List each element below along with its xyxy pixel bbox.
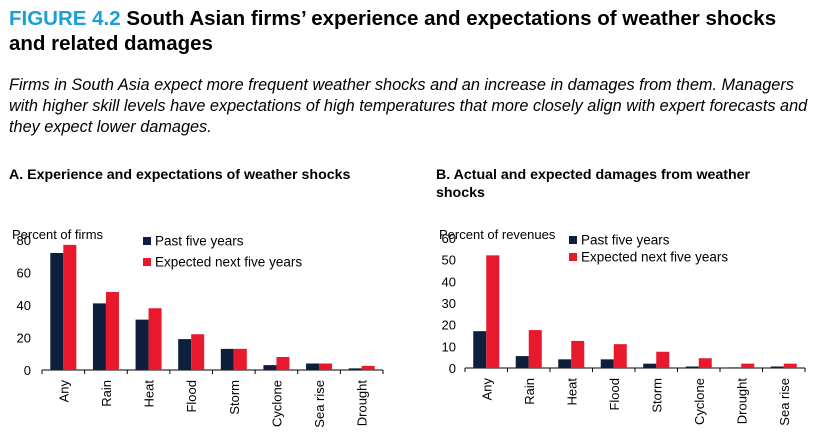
bar-past (178, 339, 192, 370)
x-tick-label: Rain (99, 380, 114, 407)
bar-expected (319, 363, 333, 370)
bar-past (558, 359, 572, 368)
y-axis-label: Percent of revenues (439, 227, 556, 242)
bar-expected (656, 351, 670, 368)
y-tick-label: 60 (442, 231, 456, 246)
x-tick-label: Drought (355, 380, 370, 427)
bar-past (685, 366, 699, 368)
figure-label: FIGURE 4.2 (9, 7, 121, 30)
legend-swatch-past (143, 237, 151, 245)
bar-expected (783, 363, 797, 368)
bar-past (306, 363, 320, 370)
bar-past (643, 363, 657, 368)
y-axis-label: Percent of firms (12, 227, 104, 242)
x-tick-label: Cyclone (269, 380, 284, 427)
y-tick-label: 0 (449, 361, 456, 376)
bar-expected (571, 340, 585, 368)
y-tick-label: 20 (17, 331, 31, 346)
bar-expected (63, 244, 77, 370)
bar-past (770, 366, 784, 368)
panel-a-title: A. Experience and expectations of weathe… (9, 167, 351, 183)
x-tick-label: Any (479, 378, 494, 401)
x-tick-label: Storm (649, 378, 664, 413)
bar-past (220, 348, 234, 370)
bar-past (50, 253, 64, 370)
legend-label-past: Past five years (581, 233, 670, 248)
bar-expected (613, 344, 627, 368)
bar-expected (105, 292, 119, 370)
figure-title-text: South Asian firms’ experience and expect… (9, 7, 777, 55)
y-tick-label: 20 (442, 318, 456, 333)
x-tick-label: Flood (607, 378, 622, 411)
y-tick-label: 40 (17, 298, 31, 313)
legend-label-expected: Expected next five years (581, 250, 728, 265)
x-tick-label: Sea rise (312, 380, 327, 428)
x-tick-label: Sea rise (777, 378, 792, 426)
y-tick-label: 0 (24, 363, 31, 378)
x-tick-label: Flood (184, 380, 199, 413)
bar-expected (233, 348, 247, 370)
x-tick-label: Cyclone (692, 378, 707, 425)
bar-past (135, 319, 149, 370)
y-tick-label: 30 (442, 296, 456, 311)
bar-expected (361, 365, 375, 370)
bar-past (473, 331, 487, 368)
bar-past (515, 356, 529, 368)
y-tick-label: 60 (17, 266, 31, 281)
y-tick-label: 80 (17, 233, 31, 248)
legend-label-expected: Expected next five years (155, 255, 302, 270)
figure-title: FIGURE 4.2 South Asian firms’ experience… (9, 6, 809, 56)
bar-expected (741, 363, 755, 368)
bar-past (92, 303, 106, 370)
panel-b-title: B. Actual and expected damages from weat… (436, 167, 751, 201)
bar-expected (528, 330, 542, 368)
bar-past (348, 368, 362, 370)
bar-past (263, 365, 277, 370)
x-tick-label: Rain (522, 378, 537, 405)
bar-expected (148, 308, 162, 370)
x-tick-label: Drought (734, 378, 749, 425)
legend-swatch-expected (569, 253, 577, 261)
x-tick-label: Heat (142, 380, 157, 408)
x-tick-label: Storm (227, 380, 242, 415)
figure-subtitle: Firms in South Asia expect more frequent… (9, 76, 808, 136)
legend-label-past: Past five years (155, 234, 244, 249)
bar-expected (486, 255, 500, 368)
bar-past (600, 359, 614, 368)
bar-expected (698, 358, 712, 368)
legend-swatch-expected (143, 258, 151, 266)
bar-expected (276, 357, 290, 370)
bar-past (728, 367, 742, 368)
x-tick-label: Any (56, 380, 71, 403)
bar-expected (191, 334, 205, 370)
y-tick-label: 40 (442, 274, 456, 289)
y-tick-label: 10 (442, 339, 456, 354)
x-tick-label: Heat (564, 378, 579, 406)
y-tick-label: 50 (442, 253, 456, 268)
legend-swatch-past (569, 236, 577, 244)
